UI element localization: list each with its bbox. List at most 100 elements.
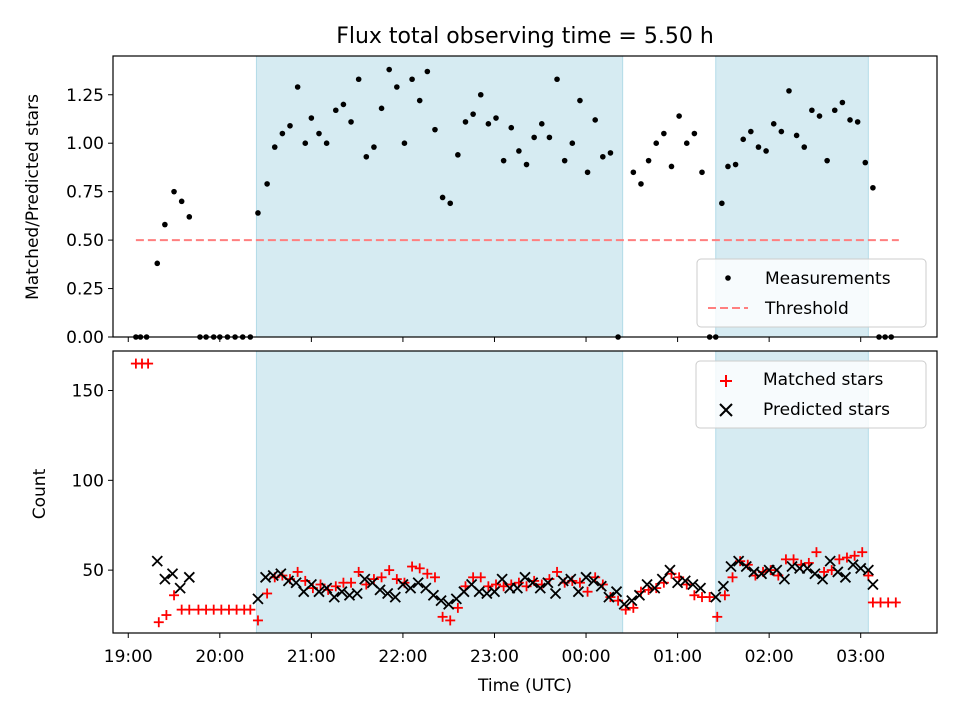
predicted-stars-marker xyxy=(389,591,401,603)
matched-stars-marker xyxy=(452,602,463,613)
matched-stars-marker xyxy=(353,566,364,577)
predicted-stars-marker xyxy=(847,559,859,571)
predicted-stars-marker xyxy=(526,577,539,589)
predicted-stars-marker xyxy=(626,595,638,607)
predicted-stars-marker xyxy=(710,591,722,603)
x-tick-label: 23:00 xyxy=(470,647,519,667)
legend-measurements-label: Measurements xyxy=(765,269,891,289)
measurement-point xyxy=(477,91,484,98)
matched-stars-marker xyxy=(391,574,402,585)
matched-stars-marker xyxy=(689,590,700,601)
predicted-stars-marker xyxy=(603,591,615,603)
measurement-point xyxy=(162,221,168,228)
matched-stars-marker xyxy=(628,602,639,613)
matched-stars-marker xyxy=(429,572,440,583)
chart-title: Flux total observing time = 5.50 h xyxy=(336,24,714,49)
predicted-stars-marker xyxy=(336,586,348,598)
measurement-point xyxy=(668,163,675,170)
measurement-point xyxy=(699,169,705,176)
matched-stars-marker xyxy=(143,358,154,369)
measurement-point xyxy=(691,130,698,137)
predicted-stars-marker xyxy=(732,555,745,567)
measurement-point xyxy=(316,130,322,137)
matched-stars-marker xyxy=(414,563,425,574)
predicted-stars-marker xyxy=(412,577,424,589)
measurement-point xyxy=(577,97,583,104)
measurement-point xyxy=(394,84,400,90)
measurement-point xyxy=(824,157,830,164)
matched-stars-marker xyxy=(719,590,730,601)
predicted-stars-marker xyxy=(809,568,821,580)
measurement-point xyxy=(302,140,309,147)
measurement-point xyxy=(470,111,476,117)
y-tick-label: 100 xyxy=(72,471,104,491)
measurement-point xyxy=(732,161,739,168)
predicted-stars-marker xyxy=(174,582,186,594)
axes-frame xyxy=(112,55,938,338)
measurement-point xyxy=(439,194,446,201)
matched-stars-marker xyxy=(169,590,180,601)
measurement-point xyxy=(409,76,415,83)
matched-stars-marker xyxy=(445,615,456,626)
bottom-xlabel: Time (UTC) xyxy=(477,676,572,696)
matched-stars-marker xyxy=(834,554,845,565)
matched-stars-marker xyxy=(483,581,494,592)
legend-measurements-marker xyxy=(725,275,731,281)
predicted-stars-marker xyxy=(610,586,623,598)
predicted-stars-marker xyxy=(740,560,752,573)
measurement-point xyxy=(508,124,515,131)
matched-stars-marker xyxy=(605,592,616,603)
observing-window xyxy=(255,55,624,338)
measurement-point xyxy=(531,134,537,141)
measurement-point xyxy=(264,181,270,187)
measurement-point xyxy=(154,260,161,267)
x-tick-label: 00:00 xyxy=(562,647,611,667)
predicted-stars-marker xyxy=(832,566,844,578)
predicted-stars-marker xyxy=(313,586,325,598)
predicted-stars-marker xyxy=(755,568,768,580)
legend-matched-label: Matched stars xyxy=(763,370,883,390)
x-tick-label: 20:00 xyxy=(195,647,244,667)
predicted-stars-marker xyxy=(824,555,836,567)
measurement-point xyxy=(763,148,769,154)
predicted-stars-marker xyxy=(778,573,791,585)
x-tick-label: 03:00 xyxy=(836,647,885,667)
measurement-point xyxy=(862,159,869,166)
predicted-stars-marker xyxy=(664,564,676,576)
measurement-point xyxy=(683,140,690,147)
measurement-point xyxy=(561,157,568,164)
measurement-point xyxy=(854,119,861,125)
y-tick-label: 1.00 xyxy=(66,134,104,154)
matched-stars-marker xyxy=(890,597,901,608)
measurement-point xyxy=(755,144,762,150)
measurement-point xyxy=(770,121,777,127)
predicted-stars-marker xyxy=(488,586,501,598)
measurement-point xyxy=(740,136,747,143)
predicted-stars-marker xyxy=(565,573,577,585)
measurement-point xyxy=(801,144,808,150)
x-tick-label: 19:00 xyxy=(104,647,153,667)
matched-stars-marker xyxy=(841,552,852,563)
measurement-point xyxy=(271,144,278,150)
measurement-point xyxy=(323,140,330,147)
matched-stars-marker xyxy=(346,577,357,588)
measurement-point xyxy=(279,130,286,137)
matched-stars-marker xyxy=(262,588,273,599)
measurement-point xyxy=(371,144,377,150)
predicted-stars-marker xyxy=(839,571,852,583)
axes-frame xyxy=(112,350,938,634)
measurement-point xyxy=(186,214,193,220)
predicted-stars-marker xyxy=(320,582,333,594)
measurement-point xyxy=(485,121,492,127)
predicted-stars-marker xyxy=(159,573,171,585)
predicted-stars-marker xyxy=(588,575,600,587)
predicted-stars-marker xyxy=(382,587,394,600)
predicted-stars-marker xyxy=(404,582,417,594)
predicted-stars-marker xyxy=(427,589,440,601)
matched-stars-marker xyxy=(475,572,486,583)
measurement-point xyxy=(676,113,682,119)
measurement-point xyxy=(839,99,846,106)
measurement-point xyxy=(332,107,339,114)
observing-window xyxy=(255,350,624,634)
measurement-point xyxy=(348,119,354,125)
